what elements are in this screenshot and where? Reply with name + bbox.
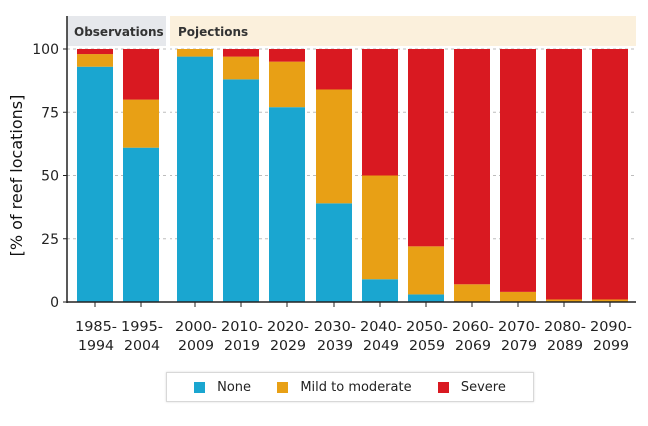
bar-mild-to-moderate-2010-2019 [223,56,259,80]
bar-severe-2020-2029 [269,49,305,62]
y-tick-label-100: 100 [32,42,59,58]
bar-mild-to-moderate-2070-2079 [500,291,536,302]
bar-severe-2070-2079 [500,49,536,292]
legend: None Mild to moderate Severe [166,372,534,402]
x-tick-label-1995-2004: 1995- [121,320,163,335]
bar-none-2050-2059 [408,294,444,302]
period-label-observations: Observations [74,25,164,39]
x-tick-label-2080-2089: 2080- [544,320,586,335]
y-tick-label-50: 50 [41,169,59,185]
bar-mild-to-moderate-2040-2049 [362,175,398,280]
legend-swatch-severe [437,381,449,393]
legend-label-mild-to-moderate: Mild to moderate [300,379,412,395]
x-tick-label-2060-2069: 2060- [452,320,494,335]
bar-none-2040-2049 [362,279,398,302]
bar-severe-2040-2049 [362,49,398,176]
period-label-projections: Pojections [178,25,248,39]
legend-swatch-mild-to-moderate [277,381,289,393]
legend-item-severe: Severe [437,379,506,395]
bar-mild-to-moderate-2080-2089 [546,299,582,302]
bar-mild-to-moderate-2020-2029 [269,61,305,108]
x-tick-label-end-2070-2079: 2079 [501,339,537,354]
period-band-observations [67,16,168,46]
x-tick-label-end-2080-2089: 2089 [547,339,583,354]
legend-swatch-none [194,381,206,393]
x-tick-label-1985-1994: 1985- [75,320,117,335]
x-tick-label-end-2030-2039: 2039 [317,339,353,354]
legend-item-mild-to-moderate: Mild to moderate [277,379,412,395]
bar-none-2000-2009 [177,56,213,303]
x-tick-label-end-2020-2029: 2029 [270,339,306,354]
x-tick-label-2040-2049: 2040- [360,320,402,335]
bar-severe-1995-2004 [123,49,159,100]
bar-none-1985-1994 [77,66,113,303]
bar-mild-to-moderate-2030-2039 [316,89,352,204]
bar-mild-to-moderate-2050-2059 [408,246,444,295]
x-tick-label-end-1985-1994: 1994 [78,339,114,354]
y-tick-label-75: 75 [41,105,59,121]
y-tick-label-0: 0 [50,295,59,311]
x-tick-label-2090-2099: 2090- [590,320,632,335]
bar-severe-2010-2019 [223,49,259,57]
x-tick-label-2000-2009: 2000- [175,320,217,335]
x-tick-label-end-2010-2019: 2019 [224,339,260,354]
x-tick-label-2070-2079: 2070- [498,320,540,335]
bar-severe-1985-1994 [77,49,113,55]
bar-mild-to-moderate-1995-2004 [123,99,159,148]
x-tick-label-end-2000-2009: 2009 [178,339,214,354]
x-tick-label-2020-2029: 2020- [267,320,309,335]
bar-none-2010-2019 [223,79,259,302]
bar-none-2020-2029 [269,107,305,302]
legend-label-severe: Severe [460,379,506,395]
x-tick-label-2010-2019: 2010- [221,320,263,335]
bar-mild-to-moderate-2090-2099 [592,299,628,302]
legend-item-none: None [194,380,251,395]
bar-severe-2090-2099 [592,49,628,300]
bar-severe-2060-2069 [454,49,490,285]
period-band-projections [168,16,636,46]
bar-none-2030-2039 [316,203,352,302]
x-tick-label-end-2090-2099: 2099 [593,339,629,354]
x-tick-label-end-2060-2069: 2069 [455,339,491,354]
bar-severe-2050-2059 [408,49,444,247]
bar-mild-to-moderate-1985-1994 [77,54,113,67]
x-tick-label-end-2040-2049: 2049 [363,339,399,354]
x-tick-label-end-1995-2004: 2004 [124,339,160,354]
x-tick-label-end-2050-2059: 2059 [409,339,445,354]
y-axis-title: [% of reef locations] [7,95,26,257]
bar-none-1995-2004 [123,147,159,302]
bar-severe-2080-2089 [546,49,582,300]
bar-mild-to-moderate-2000-2009 [177,49,213,57]
y-tick-label-25: 25 [41,232,59,248]
x-tick-label-2050-2059: 2050- [406,320,448,335]
x-tick-label-2030-2039: 2030- [314,320,356,335]
bar-severe-2030-2039 [316,49,352,90]
legend-label-none: None [217,379,252,395]
bar-mild-to-moderate-2060-2069 [454,284,490,302]
